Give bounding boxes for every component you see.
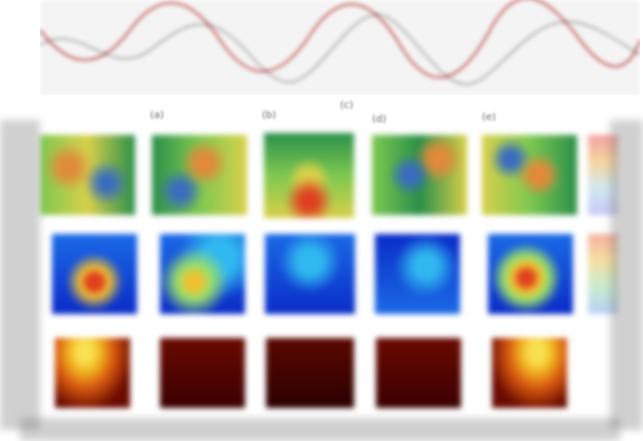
row3-tile-2 <box>160 338 245 408</box>
streak-left <box>0 120 40 430</box>
row1-tile-1 <box>40 135 135 215</box>
row1-tile-2 <box>152 135 247 215</box>
panel-label-d: (d) <box>372 114 387 125</box>
curve-primary <box>40 0 640 79</box>
panel-label-a: (a) <box>150 110 164 121</box>
row1-tile-4 <box>372 135 467 215</box>
curve-panel <box>40 0 640 95</box>
row1-colorbar <box>588 135 618 215</box>
streak-right <box>610 120 643 430</box>
row3-tile-4 <box>376 338 461 408</box>
row2-tile-5 <box>488 234 573 314</box>
row1-tile-5 <box>482 135 577 215</box>
panel-label-e: (e) <box>482 112 496 123</box>
panel-label-b: (b) <box>262 110 277 121</box>
curve-background <box>40 0 640 95</box>
streak-bottom <box>20 418 620 441</box>
row2-tile-1 <box>52 234 137 314</box>
row3-tile-5 <box>492 338 567 408</box>
row2-tile-4 <box>375 234 460 314</box>
curve-secondary <box>40 14 640 85</box>
row3-tile-1 <box>55 338 130 408</box>
row2-colorbar <box>588 234 618 314</box>
row1-tile-3 <box>264 133 354 218</box>
row2-tile-2 <box>160 234 245 314</box>
row3-tile-3 <box>266 338 354 408</box>
row2-tile-3 <box>265 234 355 314</box>
panel-label-c: (c) <box>340 100 354 111</box>
